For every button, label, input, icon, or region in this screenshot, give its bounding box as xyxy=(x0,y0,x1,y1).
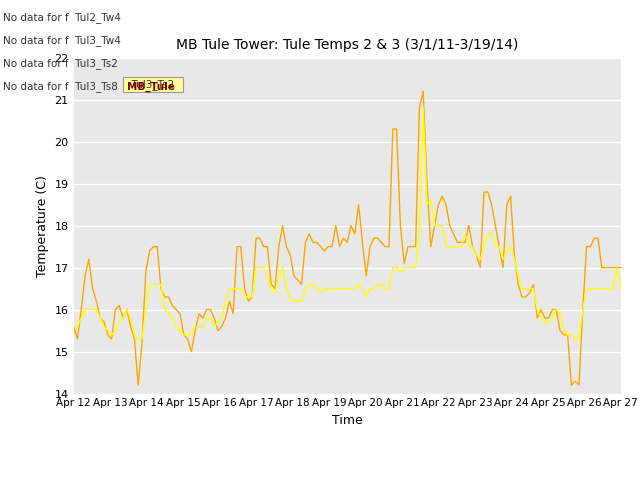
Tul2_Ts-8 xyxy=(586,286,594,291)
Text: No data for f  Tul3_Ts2: No data for f Tul3_Ts2 xyxy=(3,58,118,69)
Tul2_Ts-2 xyxy=(419,88,427,94)
Tul2_Ts-8 xyxy=(74,324,81,329)
Tul2_Ts-2 xyxy=(492,223,499,228)
Text: No data for f  Tul2_Tw4: No data for f Tul2_Tw4 xyxy=(3,12,121,23)
Tul2_Ts-2 xyxy=(134,382,142,388)
Tul2_Ts-2 xyxy=(617,264,625,270)
Tul2_Ts-8 xyxy=(70,324,77,329)
Tul2_Ts-8 xyxy=(134,336,142,342)
Line: Tul2_Ts-8: Tul2_Ts-8 xyxy=(74,108,621,339)
Text: No data for f  Tul3_Ts8: No data for f Tul3_Ts8 xyxy=(3,81,118,92)
Tul2_Ts-2 xyxy=(507,193,515,199)
Tul2_Ts-2 xyxy=(70,324,77,329)
Title: MB Tule Tower: Tule Temps 2 & 3 (3/1/11-3/19/14): MB Tule Tower: Tule Temps 2 & 3 (3/1/11-… xyxy=(176,38,518,52)
Y-axis label: Temperature (C): Temperature (C) xyxy=(36,175,49,276)
Tul2_Ts-2 xyxy=(74,336,81,342)
X-axis label: Time: Time xyxy=(332,414,363,427)
Text: No data for f  Tul3_Tw4: No data for f Tul3_Tw4 xyxy=(3,35,121,46)
Tul2_Ts-8 xyxy=(492,244,499,250)
Tul2_Ts-8 xyxy=(419,105,427,111)
Tul2_Ts-8 xyxy=(97,315,104,321)
Line: Tul2_Ts-2: Tul2_Ts-2 xyxy=(74,91,621,385)
Text: Tul3_Ts2: Tul3_Ts2 xyxy=(125,79,180,90)
Tul2_Ts-2 xyxy=(586,244,594,250)
Tul2_Ts-8 xyxy=(617,286,625,291)
Tul2_Ts-2 xyxy=(97,315,104,321)
Tul2_Ts-2 xyxy=(389,126,397,132)
Tul2_Ts-8 xyxy=(389,264,397,270)
Tul2_Ts-8 xyxy=(507,244,515,250)
Text: MB_Tule: MB_Tule xyxy=(127,82,175,92)
